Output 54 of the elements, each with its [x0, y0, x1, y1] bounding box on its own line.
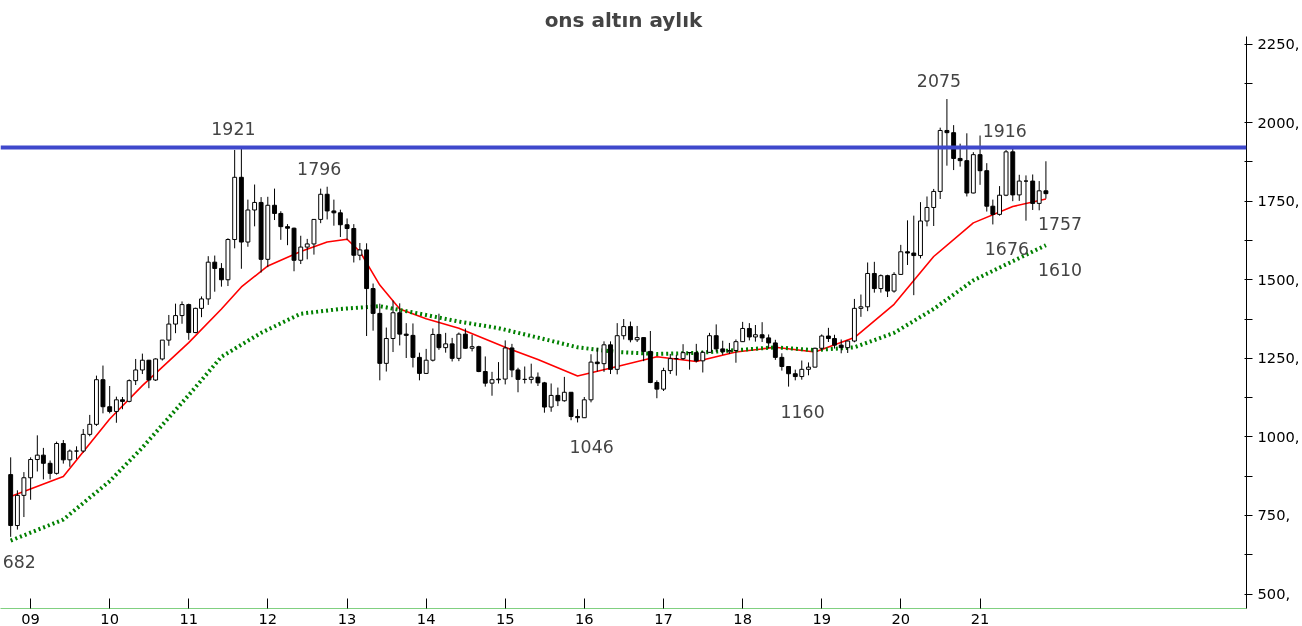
- y-tick-label: 1500,: [1257, 270, 1300, 288]
- x-tick-label: 17: [654, 609, 673, 626]
- candlestick: [1016, 174, 1022, 202]
- annotation: 1757: [1037, 213, 1083, 234]
- candlestick: [153, 357, 159, 382]
- y-tick-label: 2250,: [1257, 35, 1300, 53]
- candlestick: [1030, 173, 1036, 211]
- candlestick: [786, 365, 792, 388]
- candlestick: [416, 352, 422, 381]
- annotation: 1160: [780, 401, 825, 422]
- x-tick-label: 18: [733, 609, 752, 626]
- x-tick-label: 20: [891, 609, 911, 626]
- candlestick: [166, 314, 172, 347]
- y-tick-label: 2000,: [1257, 113, 1300, 131]
- candlestick: [680, 343, 686, 361]
- annotation: 2075: [916, 71, 961, 92]
- x-tick-label: 14: [416, 609, 436, 626]
- y-tick-label: 750,: [1257, 506, 1291, 524]
- y-tick-label: 1750,: [1257, 192, 1300, 210]
- annotation: 1916: [982, 121, 1027, 142]
- x-tick-label: 15: [495, 609, 515, 626]
- candlestick: [324, 186, 330, 220]
- annotation: 1610: [1037, 260, 1083, 281]
- candlestick: [159, 339, 165, 362]
- candlestick: [28, 456, 34, 501]
- candlestick: [331, 199, 337, 227]
- annotation: 1676: [984, 239, 1029, 260]
- x-tick-label: 19: [812, 609, 832, 626]
- candlestick: [661, 367, 667, 392]
- candlestick: [496, 361, 501, 384]
- y-tick-label: 500,: [1257, 585, 1291, 603]
- candlestick: [707, 332, 712, 354]
- candlestick: [337, 209, 343, 238]
- candlestick: [423, 348, 429, 375]
- candlestick: [304, 238, 310, 260]
- annotation: 1921: [211, 119, 256, 140]
- candlestick: [997, 185, 1002, 217]
- x-tick-label: 10: [100, 609, 120, 626]
- x-tick-label: 16: [574, 609, 594, 626]
- annotation: 682: [2, 551, 36, 572]
- annotation: 1046: [569, 437, 614, 458]
- y-tick-label: 1000,: [1257, 427, 1300, 445]
- candlestick: [627, 321, 633, 343]
- x-tick-label: 09: [21, 609, 40, 626]
- x-tick-label: 11: [179, 609, 199, 626]
- y-tick-label: 1250,: [1257, 349, 1300, 367]
- candlestick: [740, 321, 746, 343]
- annotation: 1796: [297, 158, 342, 179]
- candlestick: [1023, 174, 1029, 222]
- x-tick-label: 21: [970, 609, 990, 626]
- x-tick-label: 12: [258, 609, 278, 626]
- chart-title: ons altın aylık: [544, 7, 704, 32]
- candlestick: [713, 323, 719, 353]
- x-tick-label: 13: [337, 609, 357, 626]
